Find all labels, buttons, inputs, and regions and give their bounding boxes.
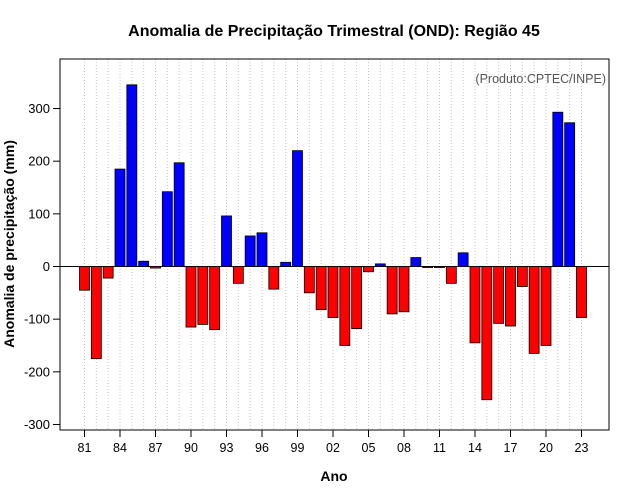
bar-1995 — [244, 235, 256, 267]
bar-1983 — [102, 266, 114, 279]
y-axis: -300 -200 -100 0 100 200 300 — [24, 101, 60, 432]
x-tick-label: 20 — [539, 441, 553, 455]
bar-2008 — [398, 266, 410, 313]
x-tick-label: 96 — [255, 441, 269, 455]
x-tick-label: 84 — [113, 441, 127, 455]
x-axis: 81 84 87 90 93 96 99 02 05 08 11 14 17 20 23 — [78, 430, 589, 455]
bar-2019 — [528, 266, 540, 354]
x-tick-label: 99 — [291, 441, 305, 455]
x-tick-label: 93 — [220, 441, 234, 455]
chart-title: Anomalia de Precipitação Trimestral (OND… — [128, 23, 540, 40]
bar-1990 — [185, 266, 197, 328]
bar-1991 — [197, 266, 209, 325]
x-tick-label: 87 — [149, 441, 163, 455]
bar-1981 — [79, 266, 90, 291]
bar-1999 — [292, 150, 303, 267]
x-tick-label: 05 — [362, 441, 376, 455]
plot-frame — [59, 58, 610, 431]
bar-1984 — [114, 168, 126, 267]
x-tick-label: 90 — [184, 441, 198, 455]
bar-1994 — [232, 266, 244, 284]
bar-2004 — [351, 266, 363, 330]
x-axis-title: Ano — [320, 468, 347, 484]
bar-2012 — [445, 266, 457, 284]
bar-2007 — [386, 266, 398, 315]
y-tick-label: 100 — [28, 206, 50, 221]
bar-1997 — [268, 266, 280, 290]
bar-2021 — [552, 111, 564, 267]
bar-1996 — [256, 232, 268, 267]
y-tick-label: -300 — [24, 417, 50, 432]
bar-2000 — [303, 266, 315, 294]
bar-2003 — [339, 266, 351, 346]
bar-2013 — [457, 252, 469, 267]
bar-2017 — [505, 266, 516, 327]
x-tick-label: 17 — [504, 441, 518, 455]
bar-1992 — [209, 266, 221, 331]
y-tick-label: -200 — [24, 364, 50, 379]
bar-2009 — [410, 257, 422, 267]
y-tick-label: 0 — [43, 259, 50, 274]
bar-2010 — [422, 266, 434, 268]
bar-2005 — [363, 266, 374, 273]
bar-2014 — [469, 266, 481, 344]
bar-1993 — [221, 215, 232, 267]
x-tick-label: 14 — [468, 441, 482, 455]
bar-2006 — [374, 263, 386, 267]
y-tick-label: 200 — [28, 154, 50, 169]
bar-2015 — [481, 266, 493, 401]
bar-1982 — [90, 266, 102, 360]
bar-2002 — [327, 266, 339, 318]
bar-2018 — [516, 266, 528, 287]
bar-1988 — [161, 191, 173, 267]
x-tick-label: 23 — [575, 441, 589, 455]
bar-1989 — [173, 162, 185, 267]
x-tick-label: 02 — [326, 441, 340, 455]
bar-1986 — [138, 260, 150, 267]
bar-2020 — [540, 266, 552, 346]
x-tick-label: 11 — [433, 441, 446, 455]
bar-2023 — [576, 266, 587, 318]
y-axis-title: Anomalia de precipitação (mm) — [1, 140, 17, 348]
x-tick-label: 81 — [78, 441, 92, 455]
bar-2001 — [315, 266, 327, 311]
bar-1987 — [150, 266, 161, 269]
grid-lines — [84, 59, 582, 430]
y-tick-label: -100 — [24, 312, 50, 327]
x-tick-label: 08 — [397, 441, 411, 455]
y-tick-label: 300 — [28, 101, 50, 116]
bar-2022 — [564, 122, 576, 267]
bar-2016 — [493, 266, 505, 324]
product-credit: (Produto:CPTEC/INPE) — [475, 72, 606, 86]
bars — [79, 84, 587, 401]
bar-1985 — [126, 84, 138, 267]
bar-1998 — [280, 261, 292, 267]
bar-2011 — [434, 266, 445, 268]
